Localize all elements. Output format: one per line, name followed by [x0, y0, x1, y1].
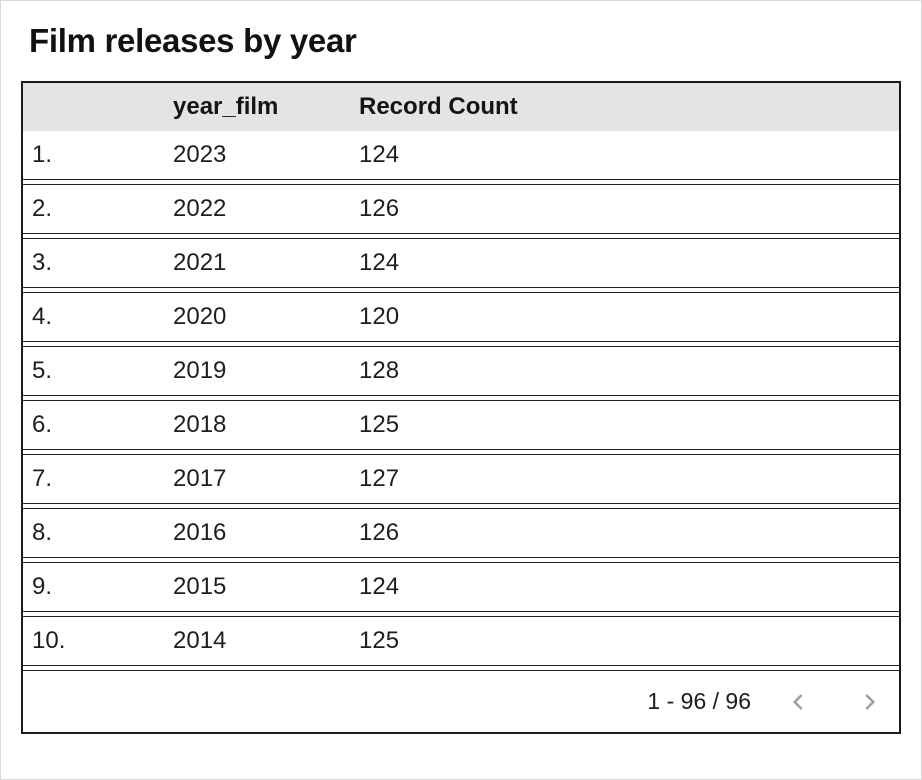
- table-row: 5. 2019 128: [23, 346, 899, 396]
- year-film-cell: 2018: [173, 411, 227, 438]
- table-row: 1. 2023 124: [23, 131, 899, 180]
- row-number-cell: 2.: [32, 195, 53, 222]
- pagination-range-label: 1 - 96 / 96: [647, 688, 751, 714]
- table-row: 8. 2016 126: [23, 508, 899, 558]
- record-count-cell: 126: [359, 195, 400, 222]
- row-number-cell: 3.: [32, 249, 53, 276]
- page-title: Film releases by year: [29, 22, 357, 59]
- year-film-cell: 2020: [173, 303, 227, 330]
- row-number-cell: 1.: [32, 141, 53, 168]
- table-row: 10. 2014 125: [23, 616, 899, 666]
- year-film-cell: 2021: [173, 249, 227, 276]
- record-count-cell: 128: [359, 357, 400, 384]
- year-film-cell: 2016: [173, 519, 227, 546]
- table-row: 9. 2015 124: [23, 562, 899, 612]
- row-number-cell: 8.: [32, 519, 53, 546]
- table-row: 6. 2018 125: [23, 400, 899, 450]
- row-number-cell: 7.: [32, 465, 53, 492]
- table-row: 3. 2021 124: [23, 238, 899, 288]
- year-film-cell: 2017: [173, 465, 227, 492]
- table-pagination-bar: 1 - 96 / 96: [23, 670, 899, 732]
- record-count-cell: 126: [359, 519, 400, 546]
- chevron-right-icon: [856, 689, 882, 715]
- year-film-cell: 2019: [173, 357, 227, 384]
- year-film-cell: 2023: [173, 141, 227, 168]
- record-count-cell: 127: [359, 465, 400, 492]
- header-cell-year-film[interactable]: year_film: [173, 93, 279, 120]
- row-number-cell: 4.: [32, 303, 53, 330]
- record-count-cell: 125: [359, 411, 400, 438]
- record-count-cell: 120: [359, 303, 400, 330]
- record-count-cell: 124: [359, 249, 400, 276]
- row-number-cell: 9.: [32, 573, 53, 600]
- year-film-cell: 2014: [173, 627, 227, 654]
- previous-page-button[interactable]: [785, 688, 813, 716]
- row-number-cell: 10.: [32, 627, 66, 654]
- chevron-left-icon: [786, 689, 812, 715]
- table-row: 7. 2017 127: [23, 454, 899, 504]
- table-row: 4. 2020 120: [23, 292, 899, 342]
- row-number-cell: 6.: [32, 411, 53, 438]
- next-page-button[interactable]: [855, 688, 883, 716]
- record-count-cell: 124: [359, 573, 400, 600]
- table-row: 2. 2022 126: [23, 184, 899, 234]
- data-table: year_film Record Count 1. 2023 124 2. 20…: [21, 81, 901, 734]
- record-count-cell: 125: [359, 627, 400, 654]
- row-number-cell: 5.: [32, 357, 53, 384]
- year-film-cell: 2015: [173, 573, 227, 600]
- year-film-cell: 2022: [173, 195, 227, 222]
- header-cell-record-count[interactable]: Record Count: [359, 93, 518, 120]
- table-header-row: year_film Record Count: [23, 83, 899, 131]
- record-count-cell: 124: [359, 141, 400, 168]
